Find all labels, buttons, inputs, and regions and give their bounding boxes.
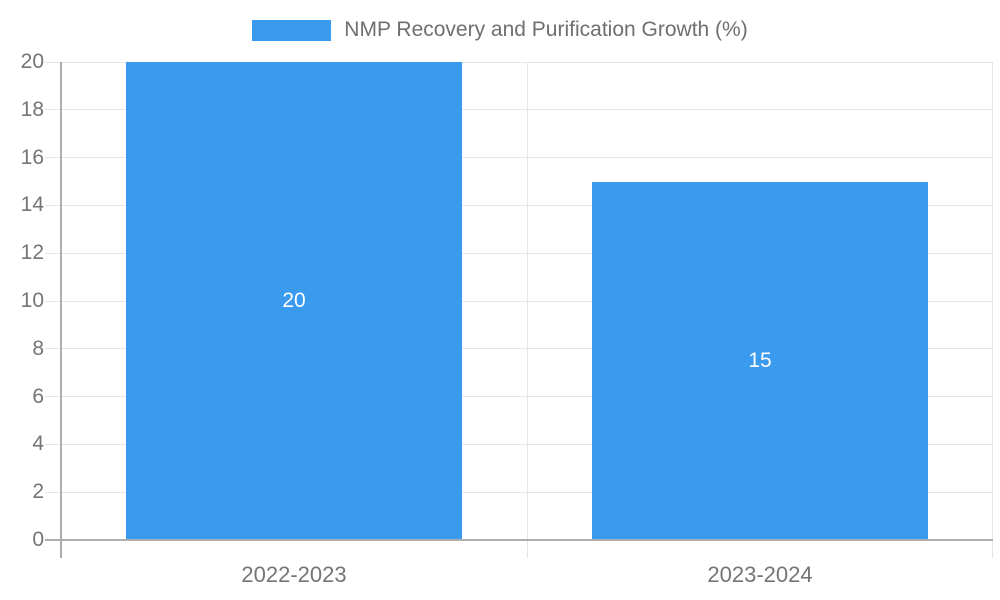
legend-label: NMP Recovery and Purification Growth (%) [344, 18, 748, 41]
bar-2023-2024[interactable] [592, 181, 928, 540]
y-axis-label: 18 [20, 97, 44, 121]
bar-value-label: 20 [282, 289, 306, 312]
y-axis-tick [45, 157, 61, 159]
y-axis-label: 6 [32, 384, 44, 408]
y-axis-tick [45, 396, 61, 398]
y-axis-label: 4 [32, 432, 44, 456]
x-axis-label: 2022-2023 [241, 562, 347, 587]
x-axis-line [45, 539, 993, 541]
x-axis-label: 2023-2024 [707, 562, 813, 587]
chart-legend[interactable]: NMP Recovery and Purification Growth (%) [0, 17, 1000, 43]
y-axis-tick [45, 252, 61, 254]
y-axis-label: 10 [20, 289, 44, 312]
y-axis-tick [45, 61, 61, 63]
plot-right-border [992, 62, 993, 558]
bar-2022-2023[interactable] [126, 62, 462, 540]
category-divider-gridline [527, 62, 528, 558]
y-axis-label: 14 [20, 193, 44, 217]
y-axis-label: 2 [32, 480, 44, 504]
y-axis-label: 16 [20, 145, 44, 169]
y-axis-label: 20 [20, 50, 44, 73]
y-axis-tick [45, 443, 61, 445]
y-axis-label: 12 [20, 241, 44, 265]
y-axis-tick [45, 109, 61, 111]
y-axis-label: 8 [32, 336, 44, 360]
legend-swatch-icon [252, 19, 332, 41]
y-axis-line [60, 62, 62, 558]
y-axis-tick [45, 300, 61, 302]
y-axis-tick [45, 348, 61, 350]
y-axis-tick [45, 491, 61, 493]
y-axis-label: 0 [32, 528, 44, 551]
bar-value-label: 15 [748, 348, 772, 372]
y-axis-tick [45, 204, 61, 206]
